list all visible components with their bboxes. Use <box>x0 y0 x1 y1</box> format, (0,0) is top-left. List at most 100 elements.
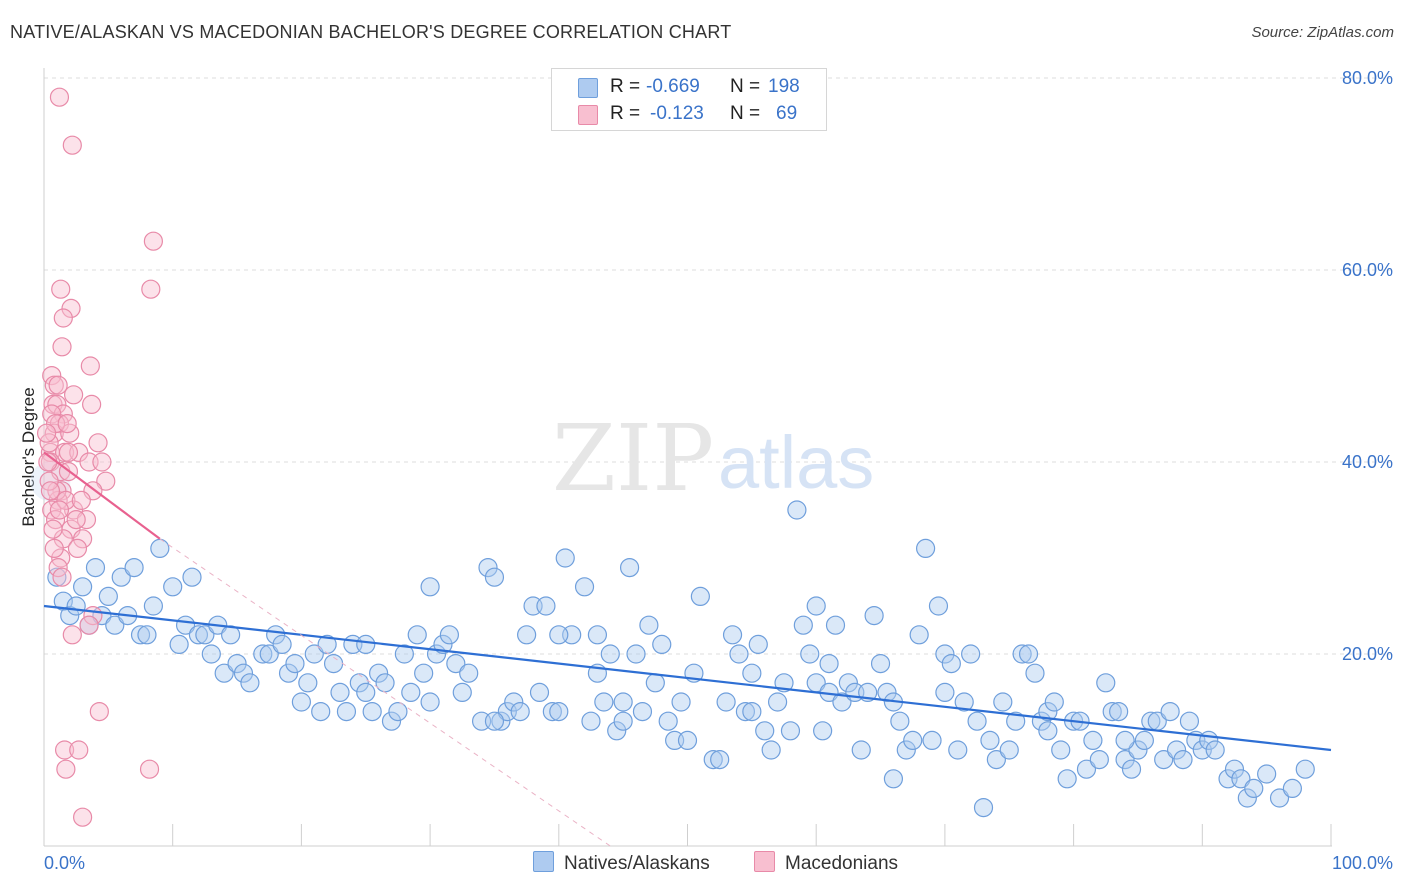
data-point-native <box>98 586 118 607</box>
data-point-macedonian <box>54 740 75 760</box>
data-point-macedonian <box>53 404 73 424</box>
data-point-native <box>285 653 305 674</box>
data-point-macedonian <box>49 500 70 520</box>
stats-row-macedonians: R = -0.123 N = 69 <box>552 101 826 127</box>
data-point-native <box>600 644 620 664</box>
data-point-macedonian <box>43 519 63 539</box>
data-point-native <box>639 615 659 635</box>
data-point-native <box>1173 749 1193 770</box>
legend-label-natives: Natives/Alaskans <box>564 853 710 874</box>
data-point-native <box>652 634 672 655</box>
data-point-native <box>111 567 131 587</box>
data-point-native <box>896 740 916 760</box>
data-point-native <box>420 577 440 597</box>
data-point-native <box>85 557 106 578</box>
data-point-macedonian <box>69 740 89 760</box>
data-point-native <box>967 711 987 731</box>
data-point-native <box>626 644 646 664</box>
data-point-native <box>1109 701 1129 722</box>
data-point-native <box>780 721 801 741</box>
trend-lines <box>43 451 1332 847</box>
data-point-native <box>922 730 942 751</box>
data-point-native <box>1154 749 1174 770</box>
data-point-macedonian <box>62 625 82 645</box>
data-point-native <box>53 591 73 611</box>
data-point-macedonian <box>47 394 67 414</box>
n-label: N = <box>730 103 766 124</box>
data-point-native <box>510 701 530 722</box>
data-point-macedonian <box>96 471 116 491</box>
data-point-native <box>150 538 170 559</box>
data-point-native <box>986 749 1006 770</box>
data-point-native <box>47 567 67 587</box>
data-point-native <box>182 567 202 587</box>
data-point-native <box>838 673 858 693</box>
data-point-macedonian <box>73 807 93 827</box>
data-point-native <box>549 701 569 722</box>
data-point-native <box>748 634 768 655</box>
data-point-native <box>658 711 678 731</box>
data-point-native <box>504 692 524 712</box>
y-tick-label: 60.0% <box>1342 260 1393 280</box>
data-point-native <box>677 730 698 751</box>
data-point-native <box>311 701 331 722</box>
data-point-native <box>710 749 730 770</box>
data-point-native <box>973 797 994 818</box>
data-point-native <box>446 653 466 674</box>
data-point-macedonian <box>62 135 82 155</box>
data-point-macedonian <box>61 298 81 318</box>
data-point-native <box>66 596 86 616</box>
data-point-native <box>980 730 1000 751</box>
data-point-native <box>864 605 884 626</box>
data-point-native <box>1160 701 1180 722</box>
data-point-native <box>407 625 427 645</box>
data-point-native <box>813 721 833 741</box>
data-point-native <box>401 682 421 703</box>
stats-swatch-natives <box>578 78 598 98</box>
data-point-native <box>1121 759 1142 779</box>
data-point-native <box>439 625 460 645</box>
data-point-native <box>890 711 910 731</box>
n-label: N = <box>730 76 766 97</box>
data-point-native <box>304 644 324 664</box>
data-point-native <box>645 673 665 693</box>
data-point-native <box>1102 701 1122 722</box>
n-value: 198 <box>768 76 800 97</box>
data-point-native <box>536 596 556 616</box>
data-point-native <box>632 701 653 722</box>
data-point-native <box>491 711 511 731</box>
data-point-macedonian <box>56 759 76 779</box>
watermark: ZIP atlas <box>552 405 874 512</box>
data-point-native <box>793 615 813 635</box>
data-point-native <box>369 663 389 683</box>
data-point-native <box>587 625 608 645</box>
data-point-native <box>1018 644 1039 664</box>
data-point-native <box>484 711 505 731</box>
data-point-macedonian <box>82 394 102 414</box>
data-point-native <box>613 692 633 712</box>
y-tick-label: 40.0% <box>1342 452 1393 472</box>
data-point-native <box>941 653 961 674</box>
data-point-macedonian <box>57 414 77 434</box>
legend-item-macedonians: Macedonians <box>754 851 898 875</box>
data-point-native <box>1025 663 1045 683</box>
data-point-native <box>574 577 595 597</box>
data-point-native <box>909 625 929 645</box>
data-point-macedonian <box>42 500 62 520</box>
data-point-macedonian <box>44 538 64 559</box>
y-tick-label: 80.0% <box>1342 68 1393 88</box>
data-point-native <box>259 644 279 664</box>
data-point-native <box>671 692 691 712</box>
data-point-macedonian <box>67 538 88 559</box>
data-point-native <box>478 557 498 578</box>
data-point-macedonian <box>69 442 89 462</box>
legend-swatch-macedonians <box>754 851 775 872</box>
y-tick-labels: 20.0% 40.0% 60.0% 80.0% <box>1342 68 1393 664</box>
data-point-macedonian <box>64 385 84 405</box>
data-point-native <box>767 692 788 712</box>
data-point-native <box>716 692 736 712</box>
data-point-macedonian <box>88 433 108 453</box>
data-point-native <box>137 625 157 645</box>
data-point-native <box>143 596 163 616</box>
data-point-native <box>1128 740 1148 760</box>
